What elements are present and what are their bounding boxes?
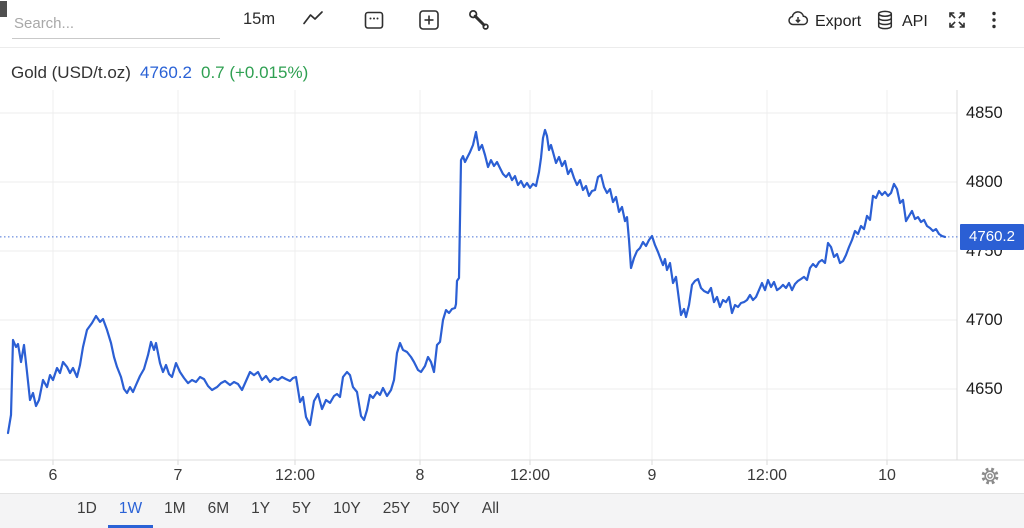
x-tick-label: 12:00 [509, 467, 551, 484]
instrument-change: 0.7 (+0.015%) [200, 63, 309, 82]
y-tick-label: 4700 [966, 311, 1003, 329]
timeframe-bar: 1D 1W 1M 6M 1Y 5Y 10Y 25Y 50Y All [0, 493, 1024, 528]
add-compare-button[interactable] [416, 9, 442, 35]
timeframe-tab-1w[interactable]: 1W [107, 494, 154, 528]
x-tick-label: 12:00 [274, 467, 316, 484]
plus-square-icon [417, 8, 441, 37]
tools-button[interactable] [466, 9, 492, 35]
screen-edge-artifact [0, 1, 7, 17]
calendar-icon [362, 8, 386, 37]
date-range-button[interactable] [361, 9, 387, 35]
timeframe-tab-50y[interactable]: 50Y [432, 500, 460, 517]
timeframe-tab-25y[interactable]: 25Y [382, 500, 411, 517]
more-menu-button[interactable] [981, 9, 1007, 35]
database-icon [873, 8, 897, 37]
chart-type-button[interactable] [300, 9, 326, 35]
api-label: API [902, 13, 928, 30]
search-input[interactable] [12, 8, 220, 39]
interval-selector[interactable]: 15m [243, 10, 276, 28]
x-tick-label: 7 [173, 467, 183, 484]
instrument-name: Gold (USD/t.oz) [11, 63, 131, 82]
fullscreen-button[interactable] [944, 9, 970, 35]
toolbar: 15m [0, 0, 1024, 48]
fullscreen-icon [945, 8, 969, 37]
x-tick-label: 10 [878, 467, 896, 484]
x-tick-label: 9 [647, 467, 657, 484]
timeframe-tab-5y[interactable]: 5Y [292, 500, 312, 517]
y-tick-label: 4850 [966, 104, 1003, 122]
export-button[interactable]: Export [786, 9, 861, 35]
chart-settings-button[interactable] [977, 465, 1003, 491]
current-price-badge: 4760.2 [960, 223, 1024, 250]
cloud-download-icon [786, 8, 810, 37]
api-button[interactable]: API [873, 9, 928, 35]
instrument-price: 4760.2 [139, 63, 192, 82]
line-chart-icon [301, 8, 325, 37]
timeframe-tab-6m[interactable]: 6M [207, 500, 230, 517]
timeframe-tab-10y[interactable]: 10Y [333, 500, 361, 517]
timeframe-tab-1y[interactable]: 1Y [251, 500, 271, 517]
x-tick-label: 8 [415, 467, 425, 484]
export-label: Export [815, 13, 862, 30]
timeframe-tab-1d[interactable]: 1D [77, 500, 97, 517]
timeframe-tab-1m[interactable]: 1M [164, 500, 186, 517]
kebab-menu-icon [982, 8, 1006, 37]
instrument-header: Gold (USD/t.oz) 4760.2 0.7 (+0.015%) [11, 63, 308, 83]
gear-icon [978, 464, 1002, 493]
wrench-icon [467, 8, 491, 37]
x-tick-label: 6 [48, 467, 58, 484]
x-tick-label: 12:00 [746, 467, 788, 484]
y-tick-label: 4650 [966, 380, 1003, 398]
y-tick-label: 4800 [966, 173, 1003, 191]
timeframe-tab-all[interactable]: All [481, 500, 500, 517]
